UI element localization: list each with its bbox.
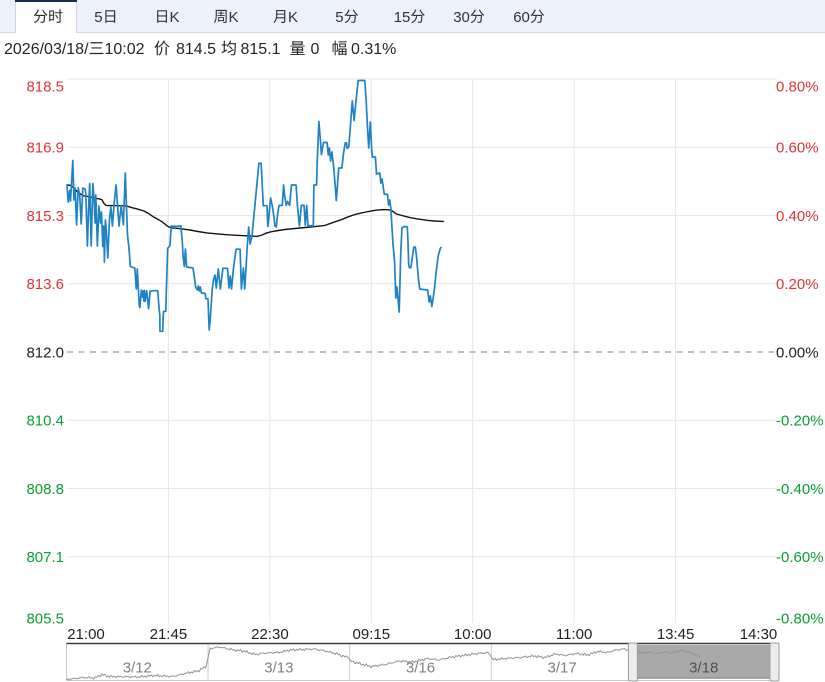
svg-text:808.8: 808.8: [26, 481, 64, 498]
svg-text:60: 60: [513, 9, 530, 26]
svg-text:814.5: 814.5: [176, 41, 216, 58]
svg-text:10:02: 10:02: [105, 41, 145, 58]
svg-text:15: 15: [394, 9, 411, 26]
svg-text:-0.80%: -0.80%: [776, 610, 824, 627]
svg-text:21:00: 21:00: [67, 626, 105, 643]
svg-text:14:30: 14:30: [740, 626, 778, 643]
svg-text:-0.40%: -0.40%: [776, 481, 824, 498]
svg-text:30: 30: [453, 9, 470, 26]
svg-text:K: K: [229, 9, 239, 26]
svg-text:812.0: 812.0: [26, 344, 64, 361]
svg-text:813.6: 813.6: [26, 276, 64, 293]
svg-text:818.5: 818.5: [26, 78, 64, 95]
svg-text:11:00: 11:00: [556, 626, 592, 643]
svg-text:10:00: 10:00: [454, 626, 492, 643]
svg-text:-0.60%: -0.60%: [776, 549, 824, 566]
svg-text:3/16: 3/16: [406, 660, 435, 677]
svg-text:21:45: 21:45: [150, 626, 188, 643]
svg-text:3/17: 3/17: [547, 660, 576, 677]
svg-text:3/18: 3/18: [689, 660, 718, 677]
svg-text:0: 0: [311, 41, 320, 58]
svg-text:816.9: 816.9: [26, 140, 64, 157]
svg-text:0.00%: 0.00%: [776, 344, 819, 361]
svg-text:3/13: 3/13: [264, 660, 293, 677]
svg-text:805.5: 805.5: [26, 610, 64, 627]
svg-text:2026/03/18/: 2026/03/18/: [4, 41, 89, 58]
svg-text:807.1: 807.1: [26, 549, 64, 566]
svg-text:K: K: [170, 9, 180, 26]
svg-text:13:45: 13:45: [657, 626, 695, 643]
svg-text:0.20%: 0.20%: [776, 276, 819, 293]
svg-text:815.1: 815.1: [241, 41, 281, 58]
svg-text:5: 5: [94, 9, 102, 26]
svg-text:K: K: [288, 9, 298, 26]
svg-text:5: 5: [335, 9, 343, 26]
svg-text:3/12: 3/12: [123, 660, 152, 677]
svg-text:810.4: 810.4: [26, 413, 64, 430]
svg-text:0.40%: 0.40%: [776, 208, 819, 225]
svg-text:0.80%: 0.80%: [776, 78, 819, 95]
svg-text:09:15: 09:15: [353, 626, 391, 643]
svg-text:0.31%: 0.31%: [351, 41, 396, 58]
svg-text:-0.20%: -0.20%: [776, 413, 824, 430]
svg-text:0.60%: 0.60%: [776, 140, 819, 157]
svg-text:22:30: 22:30: [251, 626, 289, 643]
svg-text:815.3: 815.3: [26, 208, 64, 225]
